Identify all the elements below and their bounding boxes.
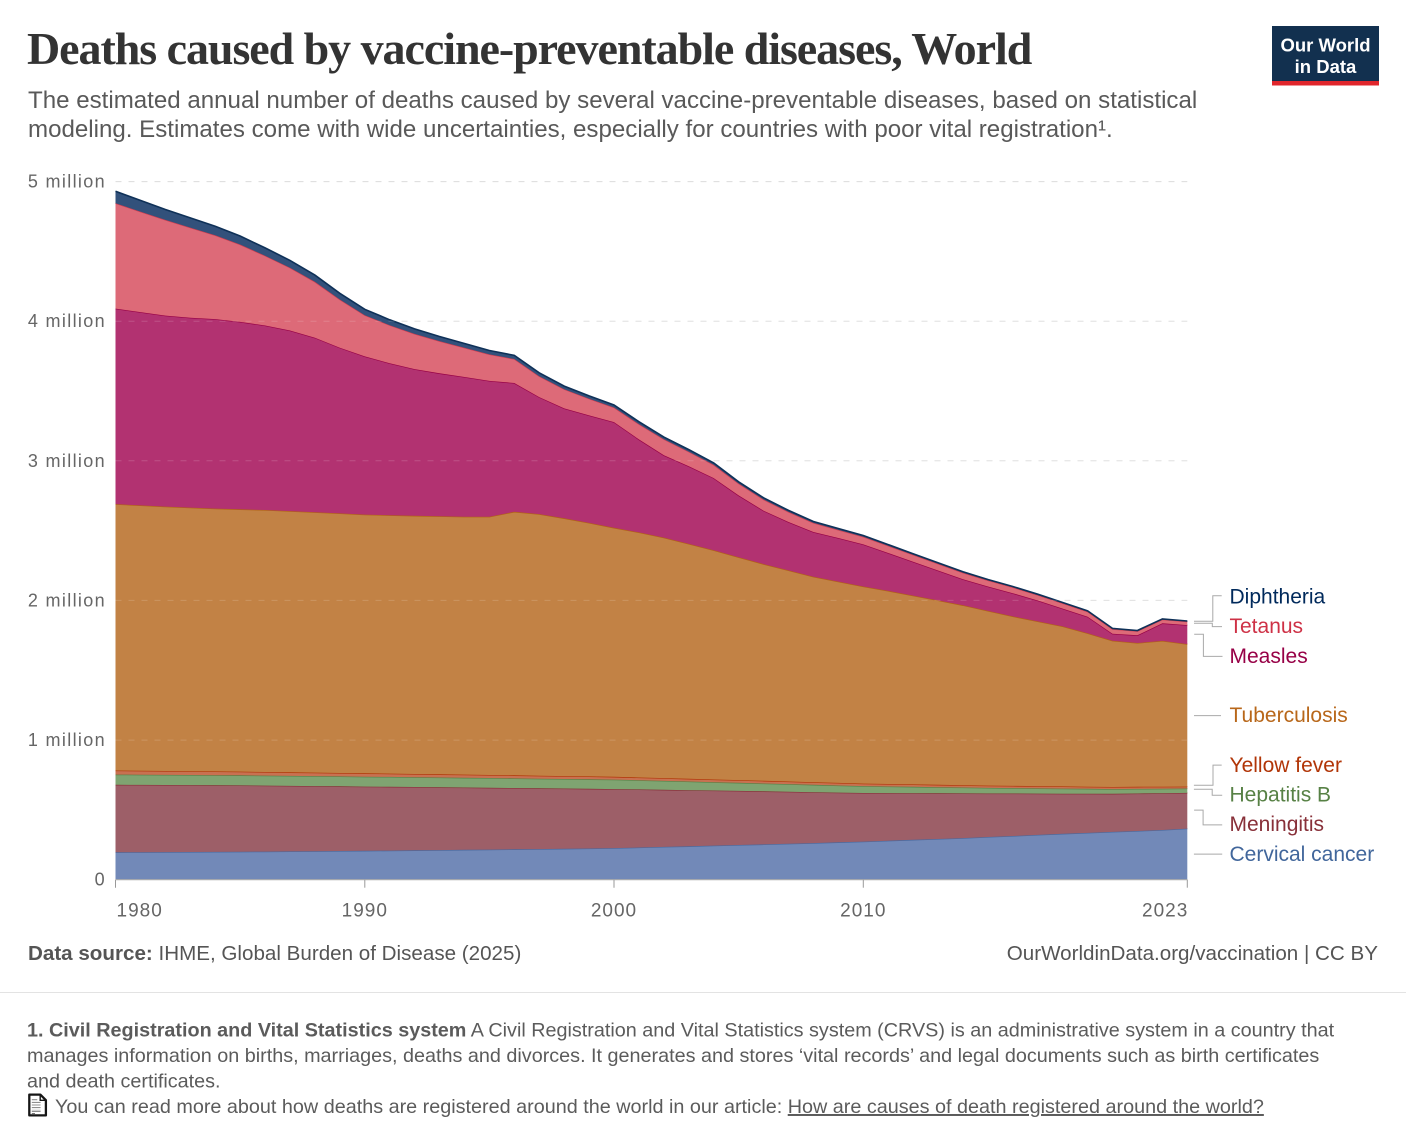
svg-text:manages information on births,: manages information on births, marriages… — [27, 1045, 1319, 1067]
svg-text:4 million: 4 million — [28, 311, 106, 331]
svg-text:OurWorldinData.org/vaccination: OurWorldinData.org/vaccination | CC BY — [1007, 942, 1378, 965]
svg-text:2 million: 2 million — [28, 590, 106, 610]
svg-text:Cervical cancer: Cervical cancer — [1230, 843, 1375, 866]
svg-text:1. Civil Registration and Vita: 1. Civil Registration and Vital Statisti… — [27, 1020, 1335, 1042]
svg-text:2023: 2023 — [1142, 901, 1188, 922]
svg-text:2010: 2010 — [840, 901, 886, 922]
svg-text:2000: 2000 — [591, 901, 637, 922]
svg-text:1 million: 1 million — [28, 730, 106, 750]
svg-text:Data source: IHME, Global Burd: Data source: IHME, Global Burden of Dise… — [28, 942, 521, 965]
svg-text:The estimated annual number of: The estimated annual number of deaths ca… — [28, 87, 1197, 114]
svg-text:Our World: Our World — [1280, 35, 1370, 56]
svg-text:0: 0 — [95, 870, 106, 890]
svg-text:Hepatitis B: Hepatitis B — [1230, 784, 1332, 807]
svg-text:Deaths caused by vaccine-preve: Deaths caused by vaccine-preventable dis… — [27, 23, 1033, 74]
svg-text:5 million: 5 million — [28, 172, 106, 192]
svg-text:Tetanus: Tetanus — [1230, 615, 1304, 638]
svg-text:and death certificates.: and death certificates. — [27, 1071, 221, 1093]
svg-text:1990: 1990 — [342, 901, 388, 922]
svg-text:Yellow fever: Yellow fever — [1230, 754, 1342, 777]
svg-text:in Data: in Data — [1295, 56, 1357, 77]
svg-text:1980: 1980 — [117, 901, 163, 922]
svg-text:Meningitis: Meningitis — [1230, 813, 1325, 836]
svg-text:You can read more about how de: You can read more about how deaths are r… — [55, 1096, 1264, 1118]
svg-text:Measles: Measles — [1230, 645, 1308, 668]
svg-text:3 million: 3 million — [28, 451, 106, 471]
svg-text:modeling. Estimates come with: modeling. Estimates come with wide uncer… — [28, 116, 1113, 143]
svg-text:Tuberculosis: Tuberculosis — [1230, 704, 1348, 727]
svg-text:Diphtheria: Diphtheria — [1230, 586, 1326, 609]
